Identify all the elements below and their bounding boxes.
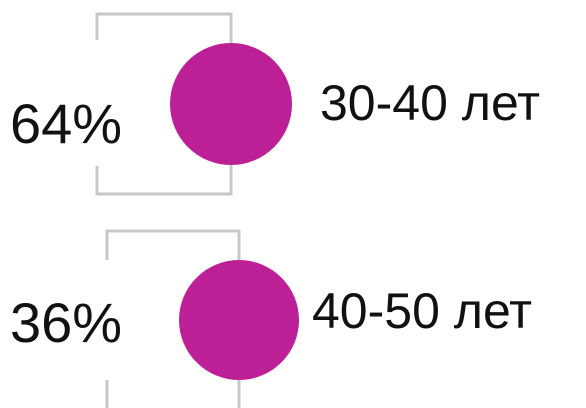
bracket-top (95, 12, 233, 44)
age-group-label: 40-50 лет (312, 283, 532, 339)
age-group-item-1: 64% 30-40 лет (10, 12, 540, 196)
percent-label: 36% (10, 291, 122, 354)
marker-circle (179, 260, 299, 380)
bracket-bottom (95, 162, 233, 196)
bracket-bottom (105, 380, 241, 408)
percent-label: 64% (10, 92, 122, 155)
age-group-label: 30-40 лет (320, 75, 540, 131)
age-group-item-2: 36% 40-50 лет (10, 229, 532, 408)
bracket-top (105, 229, 241, 262)
marker-circle (170, 43, 292, 165)
